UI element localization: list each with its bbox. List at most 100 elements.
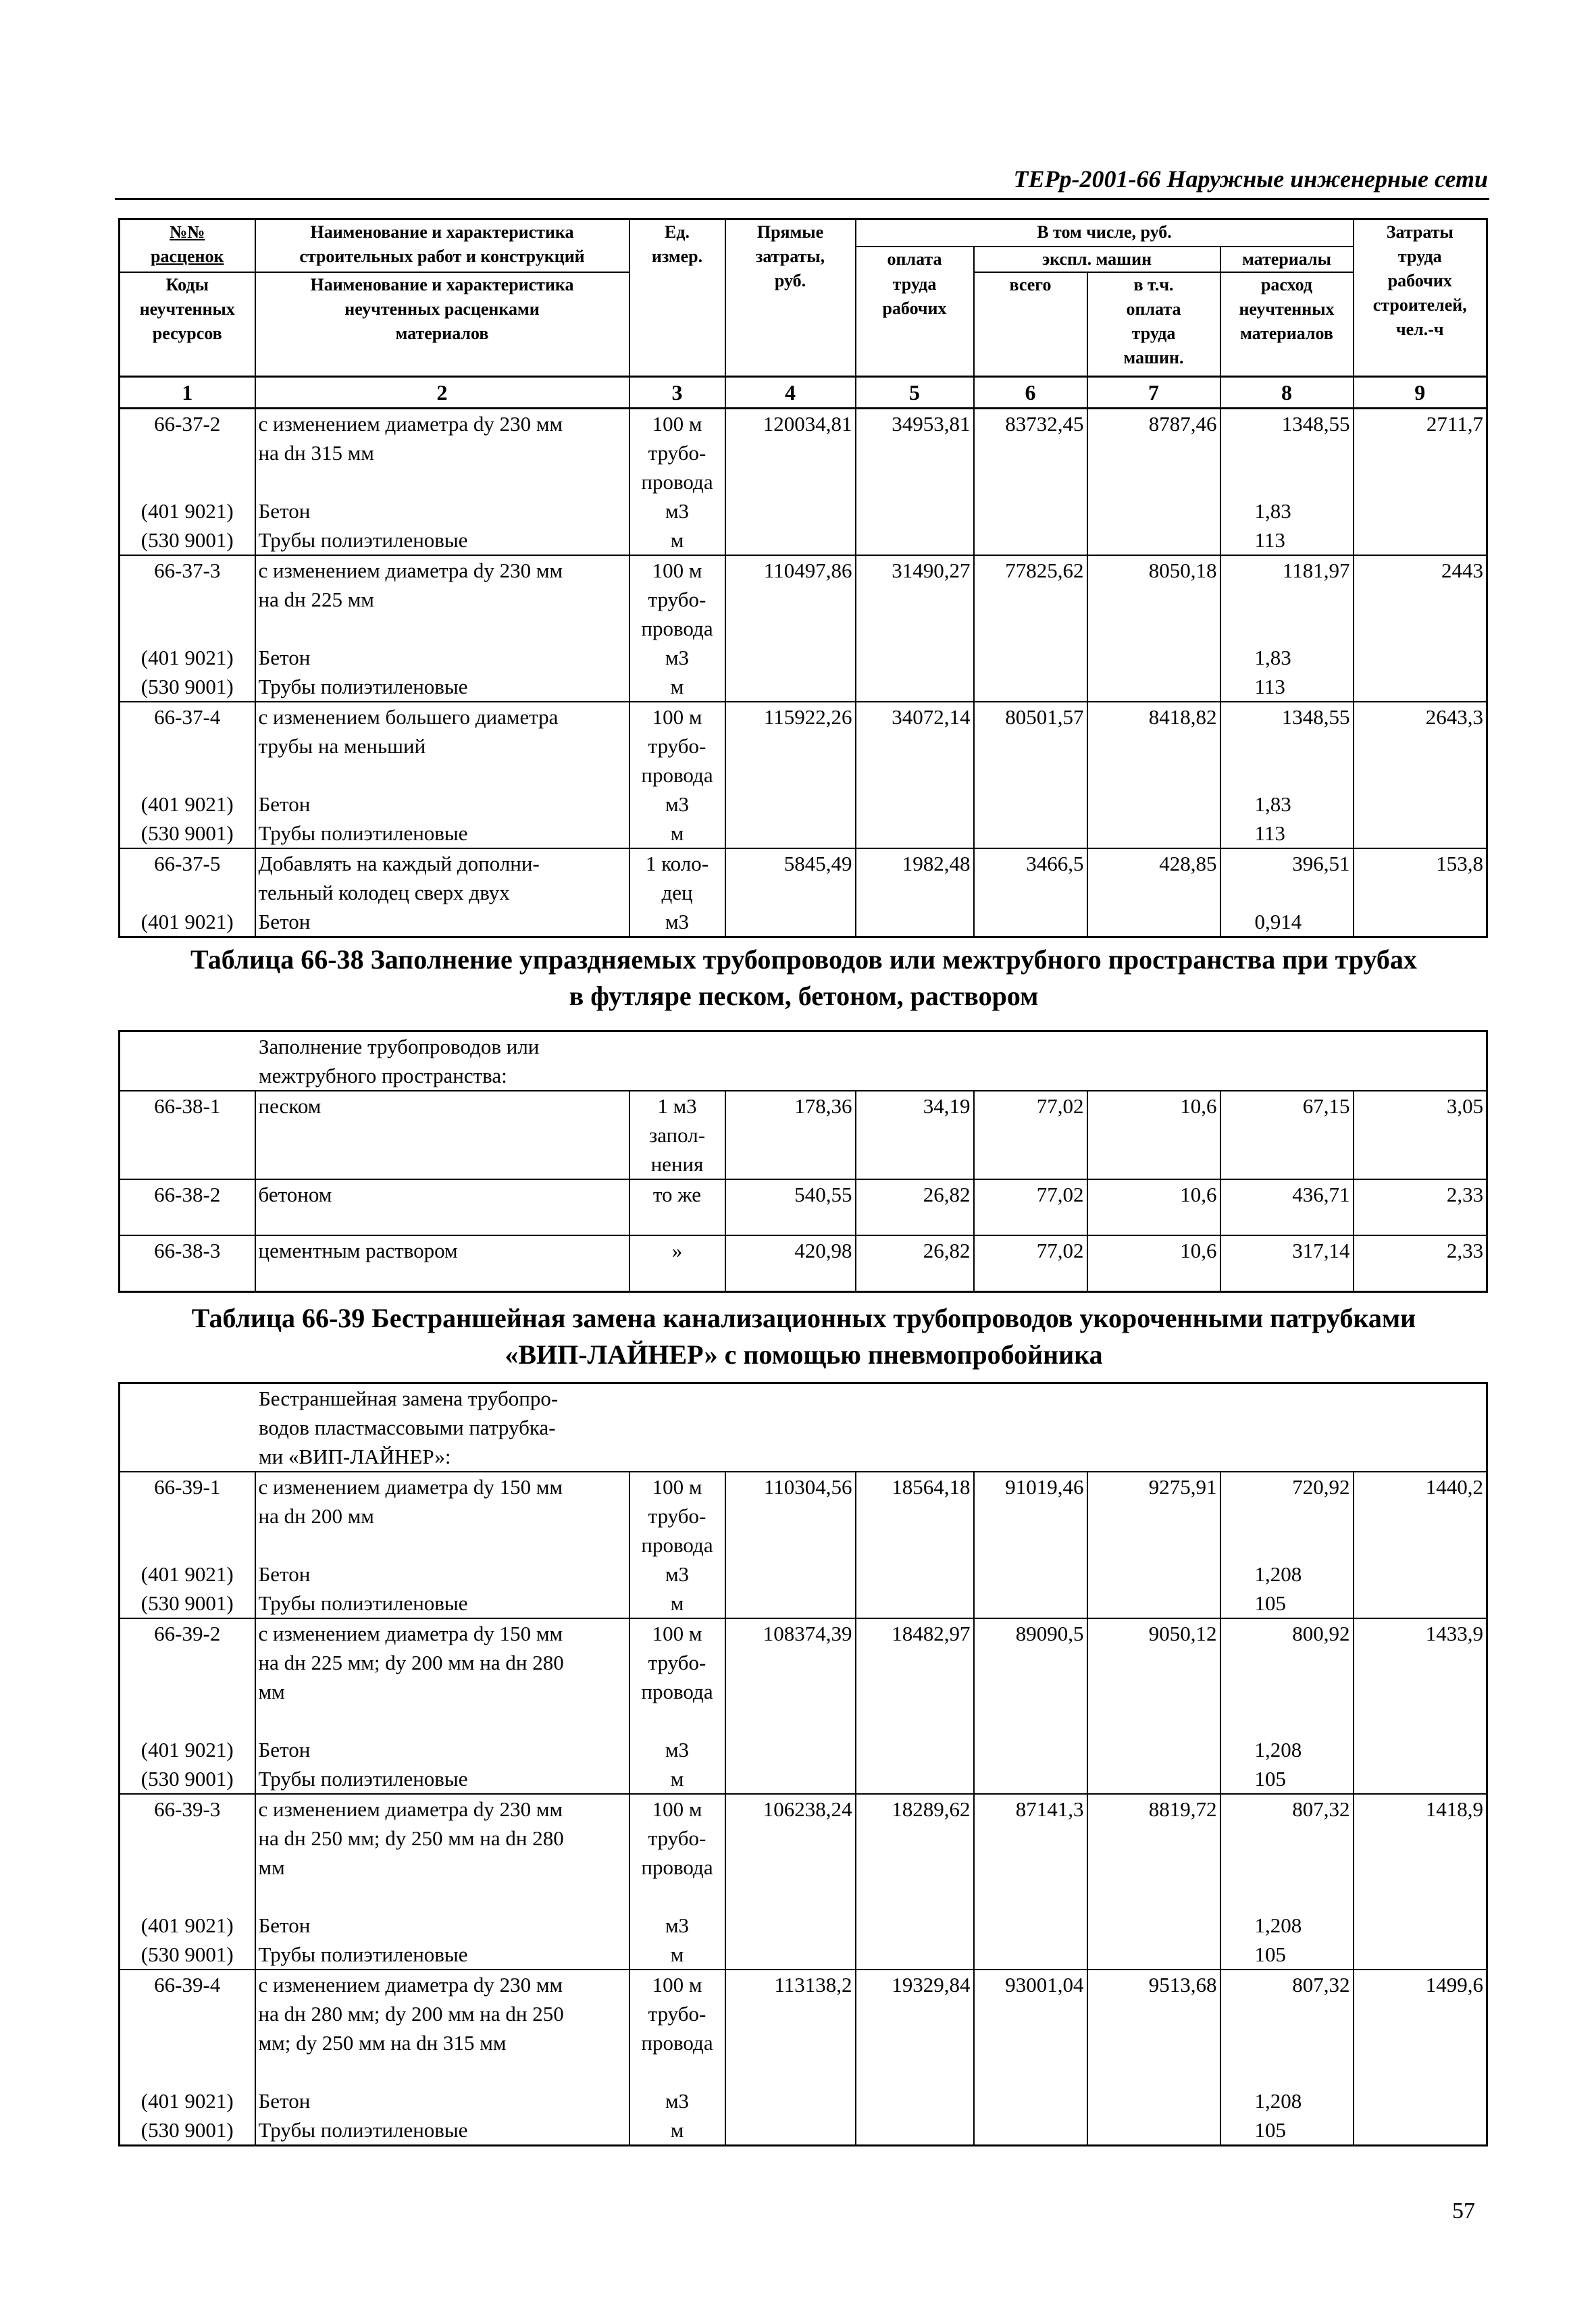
empty-cell <box>724 819 856 848</box>
labor-hours-value: 1418,9 <box>1352 1793 1488 1911</box>
rate-unit: 100 м трубо- провода <box>628 1793 726 1911</box>
resource-quantity: 105 <box>1219 1764 1354 1794</box>
resource-name: Трубы полиэтиленовые <box>254 672 630 702</box>
column-number: 9 <box>1352 376 1488 409</box>
empty-cell <box>724 525 856 555</box>
direct-costs-value: 115922,26 <box>724 701 856 790</box>
direct-costs-value: 540,55 <box>724 1179 856 1235</box>
header-materials-use: расход неучтенных материалов <box>1219 271 1354 378</box>
empty-cell <box>854 819 975 848</box>
direct-costs-value: 106238,24 <box>724 1793 856 1911</box>
rate-unit: 1 м3 запол- нения <box>628 1090 726 1179</box>
rate-code: 66-39-4 <box>118 1969 256 2086</box>
column-number: 1 <box>118 376 256 409</box>
labor-pay-value: 18289,62 <box>854 1793 975 1911</box>
resource-unit: м <box>628 819 726 848</box>
empty-cell <box>973 1940 1088 1970</box>
empty-cell <box>1352 2115 1488 2146</box>
labor-hours-value: 2443 <box>1352 555 1488 643</box>
materials-value: 1348,55 <box>1219 701 1354 790</box>
resource-unit: м <box>628 2115 726 2146</box>
column-number: 6 <box>973 376 1088 409</box>
empty-cell <box>1352 2086 1488 2115</box>
resource-quantity: 1,208 <box>1219 1735 1354 1764</box>
resource-quantity: 105 <box>1219 2115 1354 2146</box>
labor-pay-value: 31490,27 <box>854 555 975 643</box>
resource-unit: м <box>628 1589 726 1618</box>
column-number: 8 <box>1219 376 1354 409</box>
labor-hours-value: 1440,2 <box>1352 1471 1488 1560</box>
resource-quantity: 1,208 <box>1219 1911 1354 1940</box>
header-work-name: Наименование и характеристика строительн… <box>254 218 630 273</box>
intro-row: Бестраншейная замена трубопро- водов пла… <box>120 1383 1487 1472</box>
resource-name: Бетон <box>254 790 630 819</box>
materials-value: 800,92 <box>1219 1618 1354 1735</box>
rate-row: 66-38-1 песком 1 м3 запол- нения 178,36 34,1… <box>118 1090 1488 1179</box>
empty-cell <box>1086 1589 1221 1618</box>
resource-unit: м3 <box>628 907 726 937</box>
resource-unit: м <box>628 1764 726 1794</box>
empty-cell <box>973 907 1088 937</box>
empty-cell <box>724 1560 856 1589</box>
empty-cell <box>1086 2086 1221 2115</box>
rate-description: с изменением диаметра dу 230 мм на dн 22… <box>254 555 630 643</box>
machines-total-value: 83732,45 <box>973 407 1088 496</box>
empty-cell <box>724 1589 856 1618</box>
rate-description: Добавлять на каждый дополни- тельный кол… <box>254 848 630 907</box>
empty-cell <box>1086 525 1221 555</box>
machines-total-value: 77,02 <box>973 1090 1088 1179</box>
labor-hours-value: 1433,9 <box>1352 1618 1488 1735</box>
column-number: 7 <box>1086 376 1221 409</box>
rate-group: 66-37-3 с изменением диаметра dу 230 мм н… <box>118 555 1488 702</box>
resource-row: (530 9001) Трубы полиэтиленовые м 105 <box>118 2115 1488 2146</box>
resource-name: Трубы полиэтиленовые <box>254 525 630 555</box>
resource-code: (530 9001) <box>118 1764 256 1794</box>
resource-row: (401 9021) Бетон м3 0,914 <box>118 907 1488 937</box>
empty-cell <box>854 1764 975 1794</box>
labor-hours-value: 1499,6 <box>1352 1969 1488 2086</box>
machines-labor-value: 9513,68 <box>1086 1969 1221 2086</box>
resource-name: Трубы полиэтиленовые <box>254 2115 630 2146</box>
empty-cell <box>973 525 1088 555</box>
running-header: ТЕРр-2001-66 Наружные инженерные сети <box>1013 165 1488 192</box>
empty-cell <box>1086 2115 1221 2146</box>
machines-labor-value: 9050,12 <box>1086 1618 1221 1735</box>
resource-row: (401 9021) Бетон м3 1,208 <box>118 1560 1488 1589</box>
rate-group: 66-39-3 с изменением диаметра dу 230 мм н… <box>118 1793 1488 1970</box>
resource-name: Бетон <box>254 1560 630 1589</box>
resource-name: Бетон <box>254 2086 630 2115</box>
empty-cell <box>973 2115 1088 2146</box>
machines-labor-value: 428,85 <box>1086 848 1221 907</box>
resource-unit: м3 <box>628 1911 726 1940</box>
rate-unit: » <box>628 1235 726 1292</box>
empty-cell <box>1352 1589 1488 1618</box>
rate-unit: 100 м трубо- провода <box>628 1471 726 1560</box>
materials-value: 720,92 <box>1219 1471 1354 1560</box>
rate-unit: 100 м трубо- провода <box>628 701 726 790</box>
rate-row: 66-38-3 цементным раствором» 420,98 26,82 77… <box>118 1235 1488 1292</box>
materials-value: 67,15 <box>1219 1090 1354 1179</box>
rate-code: 66-37-2 <box>118 407 256 496</box>
empty-cell <box>1086 1911 1221 1940</box>
machines-total-value: 89090,5 <box>973 1618 1088 1735</box>
empty-cell <box>1086 1940 1221 1970</box>
empty-cell <box>1086 790 1221 819</box>
machines-total-value: 77,02 <box>973 1235 1088 1292</box>
header-labor-pay-bottom: труда рабочих <box>854 272 975 378</box>
rate-row: 66-37-5 Добавлять на каждый дополни- тель… <box>118 848 1488 907</box>
rate-description: с изменением большего диаметра трубы на … <box>254 701 630 790</box>
empty-cell <box>1352 1940 1488 1970</box>
empty-cell <box>854 1911 975 1940</box>
column-number: 4 <box>724 376 856 409</box>
rate-unit: 100 м трубо- провода <box>628 555 726 643</box>
empty-cell <box>724 2115 856 2146</box>
intro-row: Заполнение трубопроводов или межтрубного… <box>120 1031 1487 1091</box>
rate-unit: 1 коло- дец <box>628 848 726 907</box>
empty-cell <box>854 907 975 937</box>
empty-cell <box>1352 1911 1488 1940</box>
column-number: 3 <box>628 376 726 409</box>
empty-cell <box>973 643 1088 672</box>
materials-value: 436,71 <box>1219 1179 1354 1235</box>
empty-cell <box>973 790 1088 819</box>
labor-hours-value: 3,05 <box>1352 1090 1488 1179</box>
